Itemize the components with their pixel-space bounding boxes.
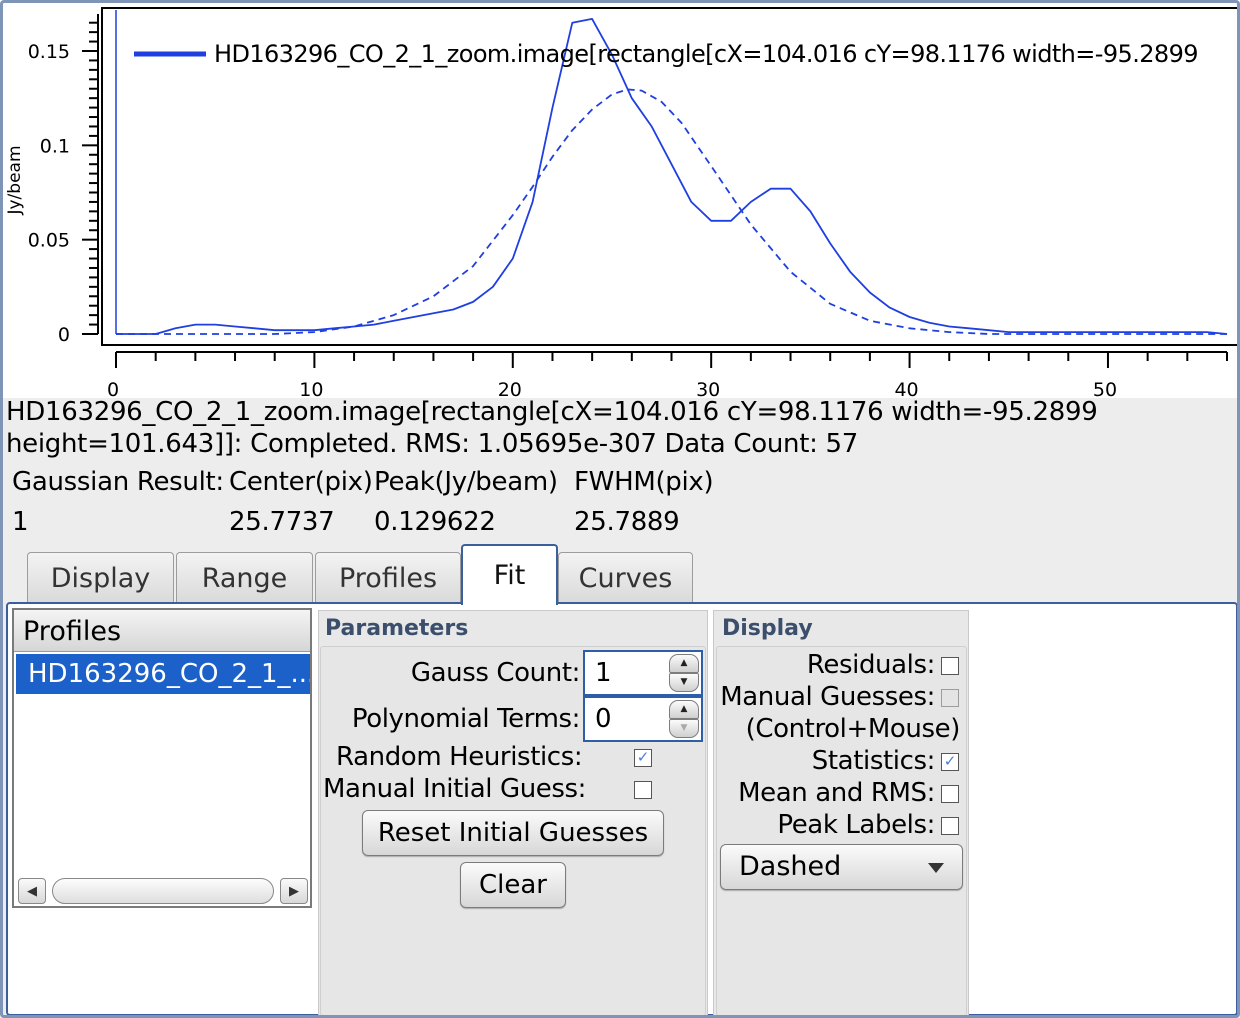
legend: HD163296_CO_2_1_zoom.image[rectangle[cX=… <box>134 40 1199 68</box>
line-style-value: Dashed <box>739 851 842 882</box>
fit-status-line-1: HD163296_CO_2_1_zoom.image[rectangle[cX=… <box>6 397 1098 427</box>
spectral-profile-chart[interactable]: 0 0.05 0.1 0.15 Jy/beam 0 10 20 30 40 50 HD163296… <box>0 0 1240 398</box>
profiles-list[interactable]: Profiles HD163296_CO_2_1_... ◀ ▶ <box>12 608 312 908</box>
mean-rms-checkbox[interactable] <box>941 785 959 803</box>
result-header-center: Center(pix) <box>229 467 373 497</box>
x-tick-label: 20 <box>498 379 522 398</box>
result-peak: 0.129622 <box>374 507 496 537</box>
peak-labels-checkbox[interactable] <box>941 817 959 835</box>
residuals-label: Residuals: <box>806 650 936 680</box>
x-tick-label: 40 <box>894 379 918 398</box>
random-heuristics-checkbox[interactable]: ✓ <box>634 749 652 767</box>
fit-status-line-2: height=101.643]]: Completed. RMS: 1.0569… <box>6 429 859 459</box>
x-tick-label: 50 <box>1093 379 1117 398</box>
clear-button[interactable]: Clear <box>460 862 566 908</box>
parameters-title: Parameters <box>325 616 469 641</box>
result-center: 25.7737 <box>229 507 335 537</box>
spin-down-icon[interactable]: ▼ <box>669 719 699 738</box>
result-header-fwhm: FWHM(pix) <box>574 467 714 497</box>
spin-up-icon[interactable]: ▲ <box>669 700 699 719</box>
legend-label: HD163296_CO_2_1_zoom.image[rectangle[cX=… <box>214 40 1198 68</box>
tab-range[interactable]: Range <box>176 552 313 604</box>
y-tick-label: 0 <box>58 324 70 346</box>
display-inner <box>716 646 967 1016</box>
x-tick-label: 30 <box>696 379 720 398</box>
x-tick-label: 0 <box>107 379 119 398</box>
manual-guesses-checkbox[interactable] <box>941 689 959 707</box>
random-heuristics-label: Random Heuristics: <box>336 742 583 772</box>
gauss-count-label: Gauss Count: <box>410 658 580 688</box>
polynomial-terms-label: Polynomial Terms: <box>351 704 581 734</box>
scroll-right-icon[interactable]: ▶ <box>280 878 308 904</box>
profile-plot[interactable]: 0 0.05 0.1 0.15 Jy/beam 0 10 20 30 40 50 HD163296… <box>0 0 1240 398</box>
y-tick-label: 0.05 <box>28 230 70 252</box>
result-header-peak: Peak(Jy/beam) <box>374 467 558 497</box>
peak-labels-label: Peak Labels: <box>777 810 935 840</box>
tab-fit[interactable]: Fit <box>461 544 558 605</box>
x-tick-label: 10 <box>299 379 323 398</box>
polynomial-terms-value[interactable]: 0 <box>595 704 612 734</box>
reset-initial-guesses-button[interactable]: Reset Initial Guesses <box>362 810 664 856</box>
display-title: Display <box>722 616 813 641</box>
line-style-dropdown[interactable]: Dashed <box>720 844 963 890</box>
y-tick-label: 0.1 <box>40 135 70 157</box>
statistics-checkbox[interactable]: ✓ <box>941 753 959 771</box>
result-index: 1 <box>12 507 29 537</box>
profiles-list-header: Profiles <box>14 610 310 652</box>
polynomial-terms-spinner[interactable]: 0 ▲ ▼ <box>583 696 703 742</box>
gauss-count-value[interactable]: 1 <box>595 658 612 688</box>
manual-initial-guess-label: Manual Initial Guess: <box>323 774 587 804</box>
profile-curve <box>116 17 1228 335</box>
gauss-count-spinner[interactable]: 1 ▲ ▼ <box>583 650 703 696</box>
tab-profiles[interactable]: Profiles <box>315 552 461 604</box>
gaussian-fit-curve <box>116 88 1227 335</box>
tab-curves[interactable]: Curves <box>558 552 693 604</box>
spin-up-icon[interactable]: ▲ <box>669 654 699 673</box>
scroll-thumb[interactable] <box>52 878 274 904</box>
y-axis: 0 0.05 0.1 0.15 Jy/beam <box>5 14 99 346</box>
x-axis: 0 10 20 30 40 50 <box>107 351 1228 398</box>
mean-rms-label: Mean and RMS: <box>738 778 935 808</box>
y-axis-label: Jy/beam <box>5 145 25 215</box>
manual-guesses-label: Manual Guesses: <box>720 682 935 712</box>
horizontal-scrollbar[interactable]: ◀ ▶ <box>18 878 308 904</box>
result-fwhm: 25.7889 <box>574 507 680 537</box>
chevron-down-icon <box>928 863 944 873</box>
statistics-label: Statistics: <box>811 746 936 776</box>
tab-display[interactable]: Display <box>27 552 174 604</box>
profiles-list-item[interactable]: HD163296_CO_2_1_... <box>16 654 310 694</box>
y-tick-label: 0.15 <box>28 41 70 63</box>
result-header-gaussian: Gaussian Result: <box>12 467 224 497</box>
residuals-checkbox[interactable] <box>941 657 959 675</box>
spin-down-icon[interactable]: ▼ <box>669 673 699 692</box>
control-mouse-label: (Control+Mouse) <box>745 714 961 744</box>
scroll-left-icon[interactable]: ◀ <box>18 878 46 904</box>
plot-curves <box>115 10 1228 335</box>
manual-initial-guess-checkbox[interactable] <box>634 781 652 799</box>
